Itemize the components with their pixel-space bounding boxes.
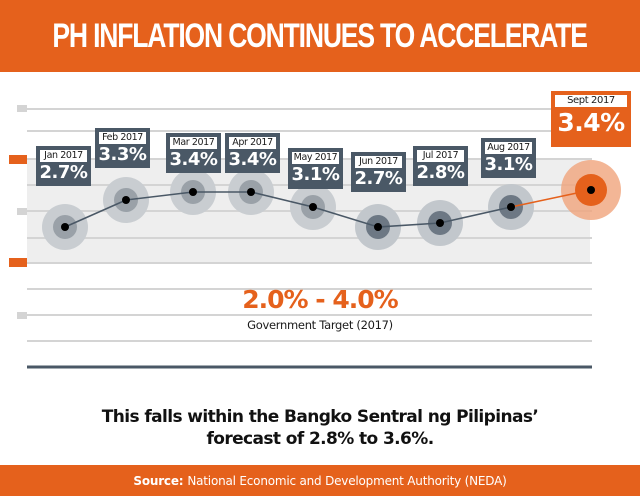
value-label: 2.7% [354,168,403,189]
value-label: 3.4% [228,149,277,170]
target-label: Government Target (2017) [247,318,393,332]
value-label: 2.8% [416,162,465,183]
point-label-sept-highlight: Sept 2017 3.4% [551,91,631,147]
highlight-segment [510,189,592,208]
month-label: Apr 2017 [229,137,276,149]
axis-ticks [9,105,27,319]
point-label-aug: Aug 2017 3.1% [481,138,536,178]
point-label-may: May 2017 3.1% [288,148,343,189]
point-label-apr: Apr 2017 3.4% [225,133,280,173]
month-label: Aug 2017 [485,142,532,154]
point-label-feb: Feb 2017 3.3% [95,128,150,168]
month-label: Jun 2017 [355,156,402,168]
month-label: May 2017 [292,152,339,164]
point-label-jun: Jun 2017 2.7% [351,152,406,192]
inflation-line [64,191,512,228]
value-label: 3.1% [291,164,340,185]
point-label-mar: Mar 2017 3.4% [166,133,221,173]
data-points [61,186,595,231]
value-label: 3.4% [169,149,218,170]
source-text: National Economic and Development Author… [187,473,507,488]
month-label: Jan 2017 [40,150,87,162]
note-line-2: forecast of 2.8% to 3.6%. [206,429,434,449]
note-line-1: This falls within the Bangko Sentral ng … [101,407,539,427]
month-label: Sept 2017 [555,95,627,107]
month-label: Mar 2017 [170,137,217,149]
page-title: PH INFLATION CONTINUES TO ACCELERATE [52,16,589,55]
source-footer: Source: National Economic and Developmen… [0,465,640,496]
value-label: 2.7% [39,162,88,183]
value-label: 3.1% [484,154,533,175]
point-label-jan: Jan 2017 2.7% [36,146,91,186]
month-label: Feb 2017 [99,132,146,144]
month-label: Jul 2017 [417,150,464,162]
target-range: 2.0% - 4.0% [242,285,398,314]
title-banner: PH INFLATION CONTINUES TO ACCELERATE [0,0,640,72]
source-label: Source: [133,473,184,488]
value-label: 3.3% [98,144,147,165]
point-label-jul: Jul 2017 2.8% [413,146,468,186]
value-label: 3.4% [557,108,625,137]
forecast-note: This falls within the Bangko Sentral ng … [0,406,640,450]
